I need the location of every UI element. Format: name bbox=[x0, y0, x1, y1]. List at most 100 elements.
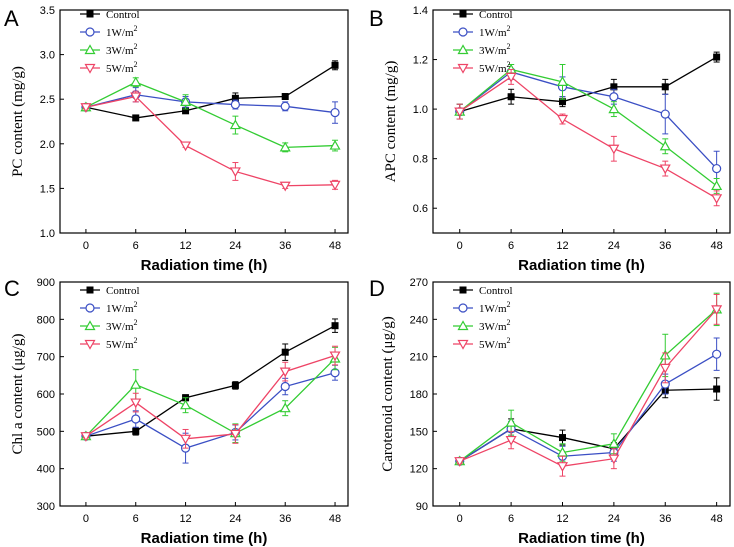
legend-label-text: 5W/m bbox=[479, 63, 507, 75]
series-3w-m bbox=[80, 76, 341, 153]
legend-label: 3W/m2 bbox=[479, 318, 511, 333]
panel-letter: A bbox=[4, 6, 19, 31]
data-point bbox=[711, 180, 723, 191]
legend-label-superscript: 2 bbox=[507, 24, 511, 33]
data-point bbox=[711, 305, 723, 316]
legend-marker bbox=[459, 286, 467, 294]
series-line bbox=[459, 308, 718, 467]
legend-label-text: Control bbox=[479, 9, 513, 21]
legend-label-superscript: 2 bbox=[134, 318, 138, 327]
legend-label-text: 1W/m bbox=[106, 27, 134, 39]
data-point bbox=[505, 416, 517, 427]
legend-label-text: 5W/m bbox=[479, 339, 507, 351]
data-point bbox=[660, 109, 670, 119]
legend-label-text: 3W/m bbox=[106, 321, 134, 333]
legend-marker bbox=[458, 303, 468, 313]
series-line bbox=[85, 358, 336, 437]
x-tick-label: 12 bbox=[556, 240, 568, 252]
legend-label-superscript: 2 bbox=[134, 300, 138, 309]
x-tick-label: 36 bbox=[279, 513, 291, 525]
series-3w-m bbox=[80, 346, 341, 444]
legend-label: 3W/m2 bbox=[479, 42, 511, 57]
legend-label: 5W/m2 bbox=[106, 336, 138, 351]
data-point bbox=[713, 385, 721, 393]
y-tick-label: 120 bbox=[410, 464, 428, 476]
data-point bbox=[331, 61, 339, 69]
x-tick-label: 36 bbox=[279, 240, 291, 252]
series-line bbox=[85, 94, 336, 114]
y-tick-label: 1.4 bbox=[413, 5, 428, 17]
x-tick-label: 36 bbox=[659, 513, 671, 525]
data-point bbox=[329, 180, 341, 191]
legend-label: Control bbox=[479, 285, 513, 297]
data-point bbox=[180, 399, 192, 410]
series-line bbox=[459, 56, 717, 113]
data-point bbox=[279, 141, 291, 152]
data-point bbox=[608, 144, 620, 155]
data-point bbox=[279, 181, 291, 192]
series-control bbox=[82, 318, 339, 440]
x-tick-label: 48 bbox=[711, 513, 723, 525]
data-point bbox=[132, 427, 140, 435]
x-tick-label: 12 bbox=[556, 513, 568, 525]
legend-label-superscript: 2 bbox=[507, 300, 511, 309]
data-point bbox=[130, 398, 142, 409]
data-point bbox=[180, 434, 192, 445]
legend-label-superscript: 2 bbox=[134, 60, 138, 69]
y-axis-label: APC content (mg/g) bbox=[383, 61, 399, 183]
y-tick-label: 800 bbox=[37, 314, 55, 326]
data-point bbox=[331, 322, 339, 330]
y-tick-label: 210 bbox=[410, 352, 428, 364]
y-tick-label: 3.0 bbox=[40, 50, 55, 62]
series-5w-m bbox=[454, 68, 723, 207]
legend-label: 5W/m2 bbox=[479, 60, 511, 75]
legend-marker bbox=[85, 303, 95, 313]
x-tick-label: 48 bbox=[329, 240, 341, 252]
legend-marker bbox=[84, 339, 96, 350]
legend-label: 5W/m2 bbox=[106, 60, 138, 75]
legend-label: 1W/m2 bbox=[479, 24, 511, 39]
legend-label: 3W/m2 bbox=[106, 318, 138, 333]
chart-panel-a: 0 6 12 24 36 48 1.0 1.5 2.0 2.5 3.0 3.5 Radiation ti… bbox=[4, 5, 349, 274]
data-point bbox=[281, 93, 289, 101]
panel-letter: C bbox=[4, 276, 20, 301]
series-line bbox=[85, 354, 336, 440]
data-point bbox=[454, 107, 466, 118]
panel-letter: B bbox=[369, 6, 384, 31]
legend-label-text: Control bbox=[479, 285, 513, 297]
legend-label: Control bbox=[106, 285, 140, 297]
data-point bbox=[659, 140, 671, 151]
y-tick-label: 90 bbox=[416, 501, 428, 513]
data-point bbox=[80, 103, 92, 113]
legend-label-text: Control bbox=[106, 9, 140, 21]
data-point bbox=[231, 381, 239, 389]
series-line bbox=[459, 388, 717, 462]
legend-label: Control bbox=[479, 9, 513, 21]
data-point bbox=[182, 107, 190, 115]
x-axis-label: Radiation time (h) bbox=[518, 530, 645, 547]
y-tick-label: 240 bbox=[410, 314, 428, 326]
y-tick-label: 2.5 bbox=[40, 94, 55, 106]
legend-label: 3W/m2 bbox=[106, 42, 138, 57]
y-axis-label: PC content (mg/g) bbox=[10, 66, 26, 177]
y-tick-label: 1.0 bbox=[413, 104, 428, 116]
plot-frame bbox=[432, 281, 731, 507]
x-tick-label: 48 bbox=[711, 240, 723, 252]
data-point bbox=[608, 103, 620, 114]
x-tick-label: 6 bbox=[508, 513, 514, 525]
y-tick-label: 0.8 bbox=[413, 154, 428, 166]
data-point bbox=[279, 402, 291, 413]
y-tick-label: 400 bbox=[37, 464, 55, 476]
x-tick-label: 24 bbox=[608, 240, 620, 252]
series-5w-m bbox=[80, 345, 341, 449]
y-tick-label: 2.0 bbox=[40, 139, 55, 151]
data-point bbox=[229, 167, 241, 178]
data-point bbox=[180, 141, 192, 152]
data-point bbox=[130, 92, 142, 103]
data-point bbox=[280, 381, 290, 392]
data-point bbox=[280, 101, 290, 111]
legend-label-text: 1W/m bbox=[479, 27, 507, 39]
